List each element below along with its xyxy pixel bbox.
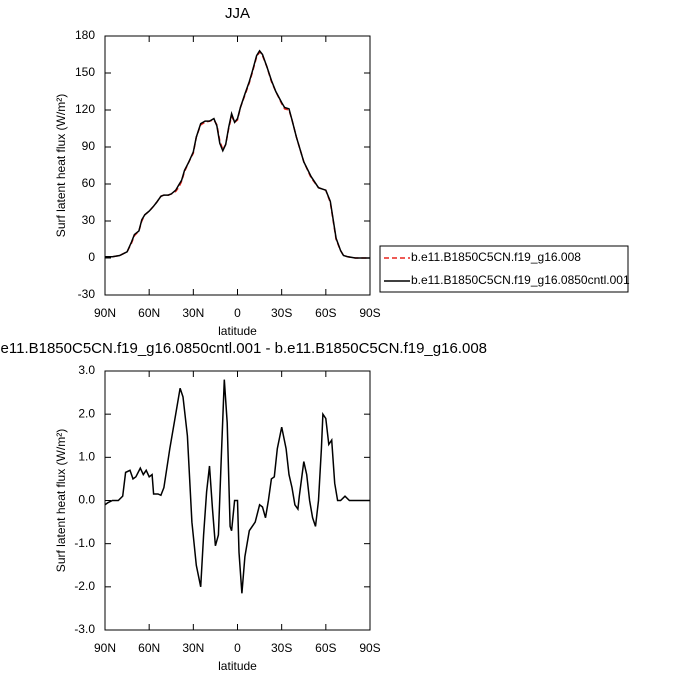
legend-box: [379, 245, 629, 293]
x-tick-label: 90S: [359, 641, 380, 655]
y-tick-label: 180: [75, 28, 95, 42]
y-tick-label: -3.0: [74, 622, 95, 636]
x-tick-label: 60S: [315, 641, 336, 655]
y-axis-title: Surf latent heat flux (W/m²): [54, 94, 68, 237]
x-tick-label: 60S: [315, 306, 336, 320]
legend-label: b.e11.B1850C5CN.f19_g16.0850cntl.001: [411, 273, 630, 287]
x-tick-label: 30N: [182, 306, 204, 320]
y-axis-title: Surf latent heat flux (W/m²): [54, 429, 68, 572]
x-tick-label: 30N: [182, 641, 204, 655]
x-axis-title: latitude: [218, 324, 257, 338]
x-tick-label: 0: [234, 306, 241, 320]
plot-frame: [104, 35, 371, 296]
y-tick-label: 1.0: [78, 450, 95, 464]
chart-title: b.e11.B1850C5CN.f19_g16.0850cntl.001 - b…: [0, 340, 487, 357]
chart-title: JJA: [225, 5, 250, 22]
x-tick-label: 90S: [359, 306, 380, 320]
y-tick-label: 0: [88, 250, 95, 264]
y-tick-label: -30: [78, 287, 96, 301]
y-tick-label: 150: [75, 65, 95, 79]
x-tick-label: 60N: [138, 641, 160, 655]
x-tick-label: 90N: [94, 306, 116, 320]
x-tick-label: 60N: [138, 306, 160, 320]
y-tick-label: 120: [75, 102, 95, 116]
series-line: [104, 379, 370, 594]
series-line: [105, 49, 370, 259]
y-tick-label: 2.0: [78, 406, 95, 420]
x-axis-title: latitude: [218, 659, 257, 673]
y-tick-label: 30: [82, 213, 96, 227]
x-tick-label: 30S: [271, 641, 292, 655]
x-tick-label: 0: [234, 641, 241, 655]
y-tick-label: 60: [82, 176, 96, 190]
y-tick-label: -2.0: [74, 579, 95, 593]
x-tick-label: 30S: [271, 306, 292, 320]
y-tick-label: -1.0: [74, 536, 95, 550]
y-tick-label: 0.0: [78, 493, 95, 507]
y-tick-label: 3.0: [78, 363, 95, 377]
y-tick-label: 90: [82, 139, 96, 153]
plot-frame: [104, 370, 371, 631]
series-line: [105, 50, 370, 259]
legend-label: b.e11.B1850C5CN.f19_g16.008: [411, 250, 581, 264]
x-tick-label: 90N: [94, 641, 116, 655]
